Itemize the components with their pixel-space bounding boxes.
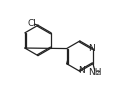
Text: Cl: Cl <box>27 19 36 28</box>
Text: N: N <box>88 44 94 53</box>
Text: N: N <box>78 66 85 75</box>
Text: NH: NH <box>88 68 102 77</box>
Text: 2: 2 <box>96 70 100 76</box>
